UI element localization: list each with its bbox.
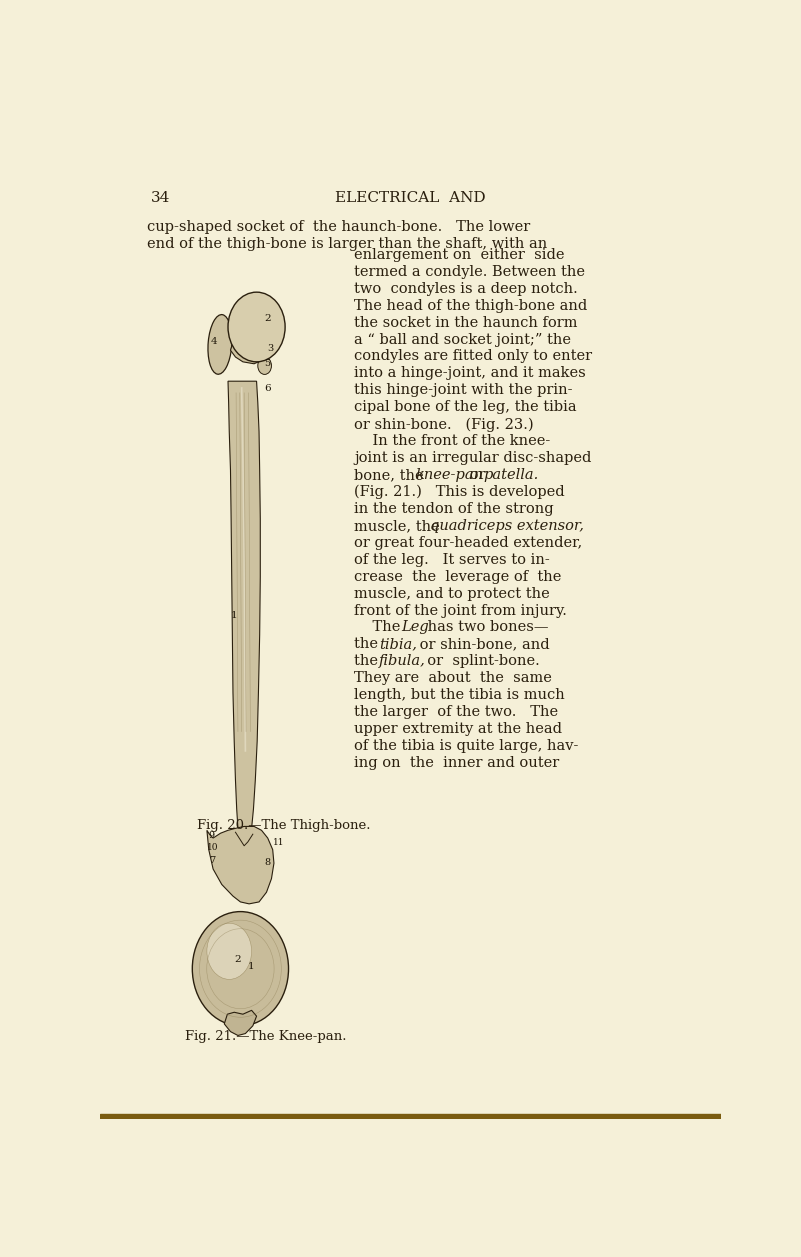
Text: or great four-headed extender,: or great four-headed extender, bbox=[354, 535, 582, 549]
Text: of the tibia is quite large, hav-: of the tibia is quite large, hav- bbox=[354, 739, 578, 753]
Text: knee-pan: knee-pan bbox=[415, 468, 483, 481]
Text: 11: 11 bbox=[272, 838, 284, 847]
Ellipse shape bbox=[192, 911, 288, 1026]
Ellipse shape bbox=[208, 314, 232, 375]
Bar bbox=[100, 1115, 721, 1119]
Text: this hinge-joint with the prin-: this hinge-joint with the prin- bbox=[354, 383, 573, 397]
Text: muscle, the: muscle, the bbox=[354, 519, 445, 533]
Text: the: the bbox=[354, 637, 383, 651]
Text: upper extremity at the head: upper extremity at the head bbox=[354, 722, 562, 737]
Text: ing on  the  inner and outer: ing on the inner and outer bbox=[354, 755, 560, 771]
Text: In the front of the knee-: In the front of the knee- bbox=[354, 434, 550, 449]
Text: or shin-bone.   (Fig. 23.): or shin-bone. (Fig. 23.) bbox=[354, 417, 534, 431]
Ellipse shape bbox=[207, 923, 252, 979]
Text: in the tendon of the strong: in the tendon of the strong bbox=[354, 502, 554, 515]
Text: the socket in the haunch form: the socket in the haunch form bbox=[354, 316, 578, 329]
Text: 3: 3 bbox=[268, 344, 274, 353]
Text: end of the thigh-bone is larger than the shaft, with an: end of the thigh-bone is larger than the… bbox=[147, 238, 547, 251]
Ellipse shape bbox=[228, 292, 285, 362]
Text: Leg: Leg bbox=[400, 621, 429, 635]
Text: The: The bbox=[354, 621, 405, 635]
Text: or  splint-bone.: or splint-bone. bbox=[418, 655, 540, 669]
Text: The head of the thigh-bone and: The head of the thigh-bone and bbox=[354, 299, 588, 313]
Text: bone, the: bone, the bbox=[354, 468, 429, 481]
Polygon shape bbox=[231, 342, 268, 363]
Text: 9: 9 bbox=[208, 831, 214, 840]
Text: 5: 5 bbox=[264, 358, 271, 368]
Text: muscle, and to protect the: muscle, and to protect the bbox=[354, 587, 550, 601]
Text: cup-shaped socket of  the haunch-bone.   The lower: cup-shaped socket of the haunch-bone. Th… bbox=[147, 220, 530, 234]
Text: the larger  of the two.   The: the larger of the two. The bbox=[354, 705, 558, 719]
Text: 2: 2 bbox=[264, 314, 271, 323]
Text: 2: 2 bbox=[234, 955, 241, 964]
Text: 8: 8 bbox=[264, 859, 270, 867]
Text: They are  about  the  same: They are about the same bbox=[354, 671, 552, 685]
Text: fibula,: fibula, bbox=[379, 655, 426, 669]
Text: length, but the tibia is much: length, but the tibia is much bbox=[354, 689, 565, 703]
Text: front of the joint from injury.: front of the joint from injury. bbox=[354, 603, 567, 617]
Ellipse shape bbox=[258, 357, 272, 375]
Text: 1: 1 bbox=[248, 962, 255, 970]
Text: 7: 7 bbox=[209, 856, 215, 865]
Text: 6: 6 bbox=[264, 383, 272, 393]
Text: or: or bbox=[465, 468, 490, 481]
Text: crease  the  leverage of  the: crease the leverage of the bbox=[354, 569, 562, 583]
Text: ELECTRICAL  AND: ELECTRICAL AND bbox=[335, 191, 486, 205]
Text: the: the bbox=[354, 655, 383, 669]
Text: 4: 4 bbox=[211, 337, 217, 347]
Text: 34: 34 bbox=[151, 191, 170, 205]
Polygon shape bbox=[224, 1011, 256, 1036]
Text: Fig. 20.—The Thigh-bone.: Fig. 20.—The Thigh-bone. bbox=[197, 820, 371, 832]
Text: of the leg.   It serves to in-: of the leg. It serves to in- bbox=[354, 553, 550, 567]
Text: (Fig. 21.)   This is developed: (Fig. 21.) This is developed bbox=[354, 485, 565, 499]
Text: joint is an irregular disc-shaped: joint is an irregular disc-shaped bbox=[354, 451, 592, 465]
Text: Fig. 21.—The Knee-pan.: Fig. 21.—The Knee-pan. bbox=[185, 1031, 347, 1043]
Text: tibia,: tibia, bbox=[379, 637, 417, 651]
Text: or shin-bone, and: or shin-bone, and bbox=[415, 637, 549, 651]
Text: termed a condyle. Between the: termed a condyle. Between the bbox=[354, 265, 586, 279]
Text: enlargement on  either  side: enlargement on either side bbox=[354, 248, 565, 261]
Text: quadriceps extensor,: quadriceps extensor, bbox=[430, 519, 584, 533]
Text: 1: 1 bbox=[231, 611, 237, 621]
Text: into a hinge-joint, and it makes: into a hinge-joint, and it makes bbox=[354, 367, 586, 381]
Text: a “ ball and socket joint;” the: a “ ball and socket joint;” the bbox=[354, 333, 571, 347]
Polygon shape bbox=[207, 826, 274, 904]
Text: cipal bone of the leg, the tibia: cipal bone of the leg, the tibia bbox=[354, 400, 577, 415]
Text: patella.: patella. bbox=[484, 468, 539, 481]
Text: two  condyles is a deep notch.: two condyles is a deep notch. bbox=[354, 282, 578, 295]
Text: condyles are fitted only to enter: condyles are fitted only to enter bbox=[354, 349, 593, 363]
Polygon shape bbox=[228, 381, 260, 828]
Text: 10: 10 bbox=[207, 842, 219, 852]
Text: has two bones—: has two bones— bbox=[423, 621, 548, 635]
